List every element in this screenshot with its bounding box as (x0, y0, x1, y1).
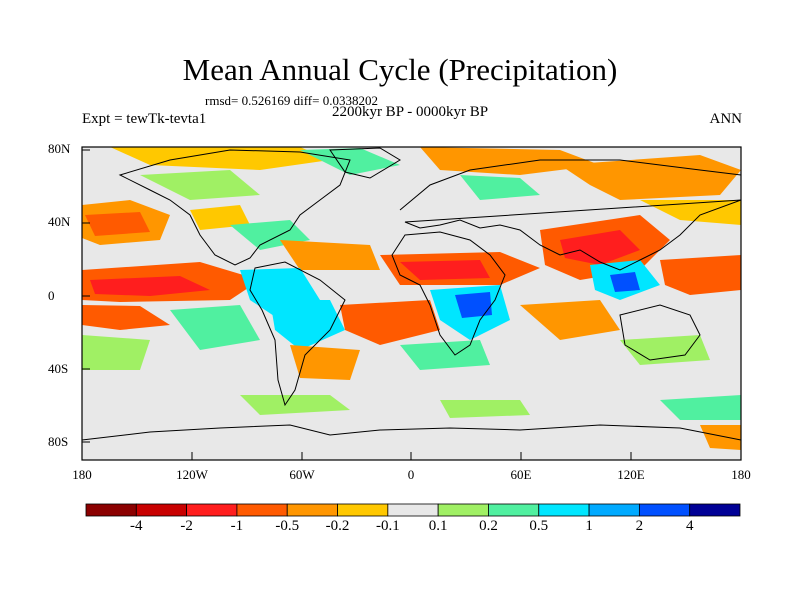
field-patch (660, 255, 741, 295)
lat-tick-label: 40S (48, 361, 69, 376)
field-patch (420, 147, 600, 175)
colorbar-label: -0.1 (375, 518, 400, 534)
colorbar-swatch (588, 503, 640, 517)
lon-tick-label: 180 (731, 467, 751, 482)
coast-europe-asia (399, 159, 742, 271)
colorbar-swatch (638, 503, 691, 517)
field-patch (85, 212, 150, 236)
coast-greenland (329, 147, 401, 179)
lon-tick-label: 120W (176, 467, 208, 482)
colorbar-swatch (538, 503, 590, 517)
colorbar-label: 2 (635, 518, 644, 534)
field-patch (110, 147, 330, 170)
field-patch (400, 340, 490, 370)
colorbar-label: 0.5 (529, 518, 549, 534)
precip-anomaly-field (82, 147, 741, 450)
field-patch (560, 230, 640, 265)
lon-tick-label: 180 (72, 467, 92, 482)
field-patch (300, 148, 400, 175)
field-patch (640, 200, 741, 225)
stats-line: rmsd= 0.526169 diff= 0.0338202 (205, 93, 378, 108)
coast-africa (391, 231, 506, 356)
colorbar-label: 4 (685, 518, 694, 534)
map-title: Mean Annual Cycle (Precipitation) (182, 52, 618, 87)
coast-antarctica (81, 424, 742, 441)
colorbar-label: -0.5 (275, 518, 300, 534)
colorbar-swatch (387, 503, 439, 517)
colorbar-label: -1 (230, 518, 244, 534)
colorbar-swatch (85, 503, 137, 517)
colorbar-swatch (337, 503, 389, 517)
field-patch (610, 272, 640, 292)
field-patch (90, 276, 210, 296)
colorbar-swatch (437, 503, 489, 517)
colorbar-label: 0.2 (479, 518, 498, 534)
colorbar-swatch (689, 503, 741, 517)
colorbar-label: -0.2 (325, 518, 350, 534)
field-patch (520, 300, 620, 340)
field-patch (290, 345, 360, 380)
field-patch (660, 395, 741, 420)
colorbar-label: 0.1 (428, 518, 448, 534)
colorbar-swatch (186, 503, 238, 517)
colorbar-swatch (488, 503, 540, 517)
lat-tick-label: 0 (48, 288, 55, 303)
field-patch (170, 305, 260, 350)
lat-tick-label: 40N (48, 214, 71, 229)
coast-north-america (118, 149, 351, 266)
field-patch (700, 425, 741, 450)
colorbar-label: 1 (585, 518, 593, 534)
field-patch (280, 240, 380, 270)
field-patch (140, 170, 260, 200)
lon-tick-label: 120E (617, 467, 645, 482)
axis-ticks (82, 149, 632, 460)
lon-tick-label: 60W (289, 467, 315, 482)
field-patch (620, 335, 710, 365)
colorbar-swatch (135, 503, 188, 517)
field-patch (240, 395, 350, 415)
lon-tick-label: 60E (510, 467, 532, 482)
field-patch (82, 335, 150, 370)
colorbar (85, 503, 741, 517)
field-patch (82, 305, 170, 330)
lat-tick-label: 80S (48, 434, 69, 449)
coast-australia (619, 304, 701, 361)
coastlines (81, 147, 742, 441)
field-patch (270, 300, 345, 350)
field-patch (560, 155, 741, 200)
colorbar-swatch (236, 503, 288, 517)
field-patch (400, 260, 490, 280)
coast-south-america (249, 261, 346, 407)
colorbar-swatch (286, 503, 338, 517)
colorbar-label: -2 (180, 518, 193, 534)
colorbar-label: -4 (130, 518, 143, 534)
lat-tick-label: 80N (48, 141, 71, 156)
field-patch (455, 292, 492, 318)
field-patch (440, 400, 530, 418)
field-patch (190, 205, 250, 230)
field-patch (460, 175, 540, 200)
season-label: ANN (709, 111, 743, 127)
field-patch (340, 300, 440, 345)
lon-tick-label: 0 (407, 467, 415, 482)
experiment-label: Expt = tewTk-tevta1 (82, 111, 207, 127)
period-label: 2200kyr BP - 0000kyr BP (331, 104, 489, 120)
